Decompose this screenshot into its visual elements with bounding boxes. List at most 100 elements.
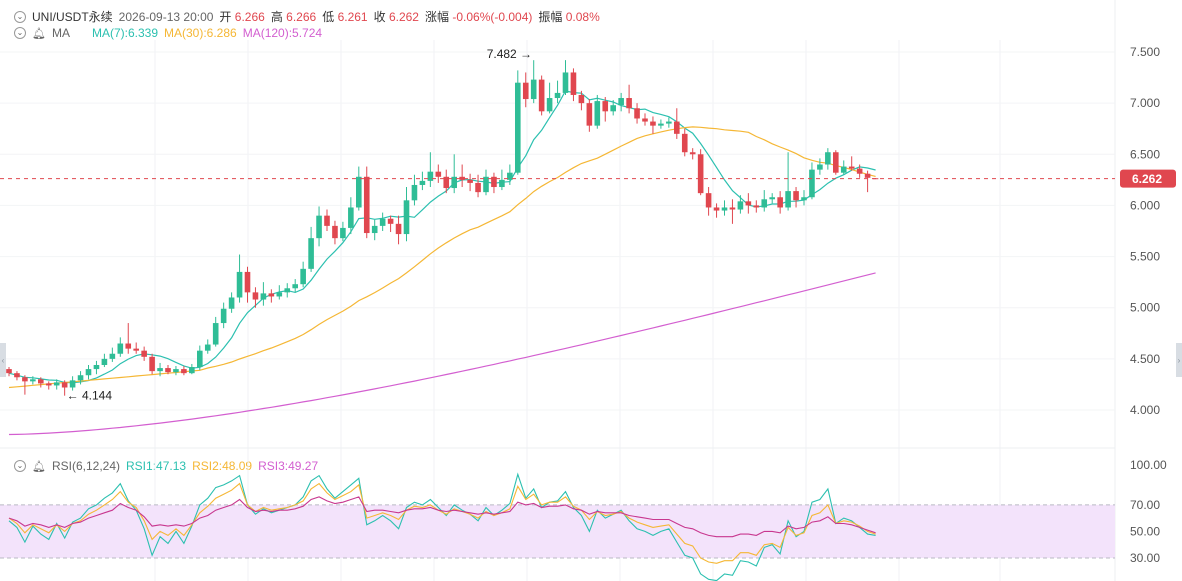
rsi-lines [8,472,876,581]
candle-body-8 [69,380,76,388]
ma-name: MA [51,26,70,40]
price-tick-2: 6.500 [1130,147,1160,161]
amplitude-label: 振幅 [538,10,563,24]
candle-body-103 [825,152,831,165]
rsi-band [0,504,1115,559]
candle-body-13 [109,353,116,359]
candle-body-43 [348,207,354,228]
candle-body-25 [204,344,211,351]
close-value: 6.262 [388,10,419,24]
candle-body-82 [658,123,664,126]
candle-body-91 [729,207,736,210]
candle-body-3 [30,379,36,382]
candle-body-106 [848,166,855,169]
open-label: 开 [219,10,232,24]
candle-body-90 [721,207,728,211]
candle-body-31 [252,292,259,300]
candle-body-24 [197,350,203,368]
candle-body-67 [538,79,545,112]
candle-body-2 [22,377,28,382]
grid-lines [0,0,1116,581]
low-value: 6.261 [337,10,368,24]
candle-body-61 [491,176,497,188]
bell-icon[interactable]: 🔔︎ [32,27,46,40]
candle-body-58 [467,179,473,183]
rsi-line-rsi2 [8,482,876,564]
candle-body-14 [117,343,124,354]
candle-body-86 [689,152,696,155]
ma-legend: ⌄ 🔔︎ MA MA(7):6.339 MA(30):6.286 MA(120)… [14,26,322,40]
rsi1-legend: RSI1:47.13 [126,459,187,473]
high-value: 6.266 [286,10,317,24]
candle-body-81 [650,121,656,126]
candle-body-73 [586,103,593,126]
candle-body-65 [522,82,529,100]
candle-body-33 [268,293,275,297]
collapse-toggle-icon[interactable]: ⌄ [14,10,26,23]
candle-body-39 [316,215,322,239]
symbol-label: UNI/USDT永续 [32,10,113,24]
candle-body-62 [499,179,505,188]
high-label: 高 [270,10,283,24]
candle-body-50 [403,200,410,235]
open-value: 6.266 [234,10,265,24]
candle-body-16 [133,348,139,351]
price-tick-7: 4.000 [1130,403,1160,417]
candle-body-37 [300,268,306,285]
rsi-tick-2: 50.00 [1130,524,1160,538]
candle-body-0 [6,369,12,374]
rsi-collapse-icon[interactable]: ⌄ [14,460,26,472]
candle-body-92 [737,201,744,210]
candle-body-64 [515,82,521,173]
amplitude-value: 0.08% [565,10,600,24]
candle-body-60 [483,176,489,193]
candle-body-38 [308,238,314,269]
candle-body-19 [157,368,163,372]
candle-body-89 [713,207,720,211]
change-label: 涨幅 [424,10,449,24]
candle-body-32 [260,293,267,300]
candle-body-51 [411,184,418,201]
rsi-tick-3: 30.00 [1130,551,1160,565]
candle-body-17 [141,350,147,357]
moving-averages [8,90,876,436]
ma30-legend: MA(30):6.286 [164,26,237,40]
scroll-right-arrow[interactable]: › [1176,343,1182,377]
candle-body-100 [801,197,807,201]
candle-body-75 [602,101,609,112]
rsi-band-fill [0,504,1115,558]
candle-body-41 [332,225,338,239]
candle-body-88 [705,193,712,208]
candle-body-22 [181,369,187,374]
rsi-tick-0: 100.00 [1130,458,1167,472]
candle-body-15 [125,343,132,349]
rsi-bell-icon[interactable]: 🔔︎ [32,460,46,473]
candle-body-70 [562,72,569,93]
candle-body-7 [61,382,68,388]
candle-body-21 [173,369,179,373]
candle-body-35 [284,288,291,293]
candle-body-63 [507,172,513,180]
low-label: 低 [322,10,335,24]
annotations: 6.262 7.482 → ← 4.144 [0,47,1176,402]
candle-body-77 [618,98,624,106]
price-tick-1: 7.000 [1130,96,1160,110]
candle-body-11 [93,364,100,370]
candle-body-10 [85,369,92,376]
candle-body-78 [626,98,632,109]
ma30-line [8,126,876,389]
candle-body-23 [189,367,195,374]
candle-body-107 [856,168,863,174]
candle-body-97 [777,197,783,208]
candle-body-54 [435,171,442,177]
candle-body-96 [769,197,775,200]
ma-collapse-icon[interactable]: ⌄ [14,27,26,39]
candle-body-26 [212,323,219,345]
last-price-text: 6.262 [1132,172,1162,186]
scroll-left-arrow[interactable]: ‹ [0,343,6,377]
candle-body-59 [475,182,481,193]
candle-body-56 [451,176,457,189]
candle-body-98 [785,191,791,208]
min-price-label: ← 4.144 [67,388,113,402]
